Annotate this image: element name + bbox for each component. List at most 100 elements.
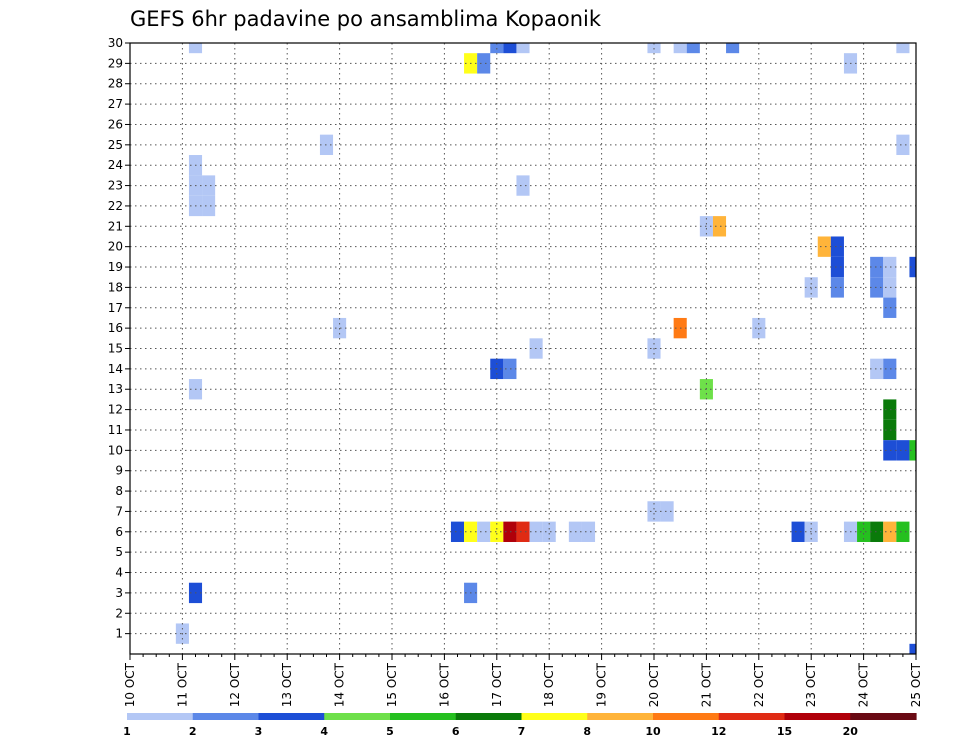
heatmap-cell — [673, 43, 687, 54]
heatmap-cell — [503, 358, 517, 380]
heatmap-cell — [883, 277, 897, 298]
heatmap-cell — [516, 43, 530, 54]
colorbar-swatch — [192, 713, 260, 720]
x-tick-label: 15 OCT — [385, 662, 399, 707]
y-tick-label: 14 — [108, 362, 123, 376]
heatmap-cell — [450, 521, 465, 542]
x-tick-label: 20 OCT — [647, 662, 661, 707]
heatmap-cell — [883, 521, 897, 542]
colorbar-swatch — [258, 713, 325, 720]
plot-frame — [129, 42, 917, 655]
heatmap-cell — [686, 43, 700, 54]
y-tick-label: 3 — [115, 586, 123, 600]
colorbar-swatch — [587, 713, 654, 720]
x-tick-label: 19 OCT — [595, 662, 609, 707]
colorbar-swatch — [784, 713, 851, 720]
colorbar-swatch — [718, 713, 786, 720]
y-tick-label: 16 — [108, 321, 123, 335]
colorbar-swatch — [455, 713, 523, 720]
y-tick-label: 28 — [108, 77, 123, 91]
colorbar-swatch — [521, 713, 588, 720]
heatmap-cell — [202, 195, 216, 217]
x-tick-label: 23 OCT — [804, 662, 818, 707]
heatmap-cell — [503, 521, 517, 542]
y-tick-label: 12 — [108, 403, 123, 417]
colorbar-swatch — [653, 713, 720, 720]
heatmap-cell — [202, 175, 216, 196]
heatmap-cell — [791, 521, 805, 542]
x-tick-label: 10 OCT — [123, 662, 137, 707]
heatmap-cell — [726, 43, 740, 54]
heatmap-cell — [883, 358, 897, 380]
y-tick-label: 13 — [108, 382, 123, 396]
y-tick-label: 4 — [115, 566, 123, 580]
colorbar-swatch — [850, 713, 917, 720]
heatmap-cell — [830, 236, 844, 257]
heatmap-cell — [883, 440, 897, 461]
y-tick-label: 6 — [115, 525, 123, 539]
chart-title: GEFS 6hr padavine po ansamblima Kopaonik — [130, 7, 602, 31]
y-tick-label: 2 — [115, 606, 123, 620]
heatmap-cell — [870, 256, 884, 278]
colorbar-label: 15 — [777, 725, 792, 738]
heatmap-cell — [477, 53, 491, 74]
y-tick-label: 26 — [108, 117, 123, 131]
dotted-grid — [130, 43, 916, 654]
colorbar-label: 4 — [320, 725, 328, 738]
colorbar-label: 2 — [189, 725, 197, 738]
y-tick-label: 20 — [108, 240, 123, 254]
colorbar-swatch — [390, 713, 457, 720]
y-tick-label: 23 — [108, 179, 123, 193]
heatmap-cell — [870, 277, 884, 298]
colorbar-label: 7 — [518, 725, 526, 738]
y-tick-label: 21 — [108, 219, 123, 233]
y-tick-label: 25 — [108, 138, 123, 152]
colorbar-label: 20 — [843, 725, 859, 738]
heatmap-cell — [516, 175, 530, 196]
x-tick-label: 12 OCT — [228, 662, 242, 707]
heatmap-cell — [660, 501, 674, 522]
x-tick-label: 16 OCT — [437, 662, 451, 707]
y-axis: 1234567891011121314151617181920212223242… — [108, 36, 130, 641]
heatmap-cell — [516, 521, 530, 542]
heatmap-cell — [883, 297, 897, 318]
heatmap-cell — [896, 134, 910, 156]
heatmap-cell — [909, 643, 916, 654]
y-tick-label: 5 — [115, 545, 123, 559]
heatmap-cell — [896, 440, 910, 461]
heatmap-cell — [188, 43, 203, 54]
heatmap-cell — [896, 43, 910, 54]
heatmap-cell — [830, 277, 844, 298]
colorbar-swatch — [127, 713, 194, 720]
colorbar-label: 3 — [255, 725, 263, 738]
heatmap-cells — [175, 43, 916, 654]
heatmap-cell — [830, 256, 844, 278]
heatmap-cell — [477, 521, 491, 542]
heatmap-cell — [712, 216, 727, 237]
heatmap-cell — [909, 440, 916, 461]
heatmap-cell — [647, 501, 661, 522]
colorbar-label: 12 — [711, 725, 726, 738]
heatmap-cell — [817, 236, 831, 257]
x-tick-label: 18 OCT — [542, 662, 556, 707]
y-tick-label: 29 — [108, 56, 123, 70]
colorbar-swatch — [324, 713, 391, 720]
colorbar-legend: 1 2 3 4 5 6 7 8 10 12 15 20 — [123, 713, 917, 738]
y-tick-label: 18 — [108, 280, 123, 294]
x-tick-label: 21 OCT — [699, 662, 713, 707]
x-tick-label: 13 OCT — [280, 662, 294, 707]
y-tick-label: 17 — [108, 301, 123, 315]
x-tick-label: 24 OCT — [857, 662, 871, 707]
y-tick-label: 22 — [108, 199, 123, 213]
colorbar-label: 8 — [583, 725, 591, 738]
x-tick-label: 22 OCT — [752, 662, 766, 707]
y-tick-label: 15 — [108, 342, 123, 356]
y-tick-label: 27 — [108, 97, 123, 111]
heatmap-cell — [896, 521, 910, 542]
x-tick-label: 14 OCT — [333, 662, 347, 707]
y-tick-label: 19 — [108, 260, 123, 274]
x-axis: 10 OCT 11 OCT 12 OCT 13 OCT 14 OCT 15 OCT 16 O… — [123, 654, 923, 707]
colorbar-label: 5 — [386, 725, 394, 738]
y-tick-label: 1 — [115, 627, 123, 641]
